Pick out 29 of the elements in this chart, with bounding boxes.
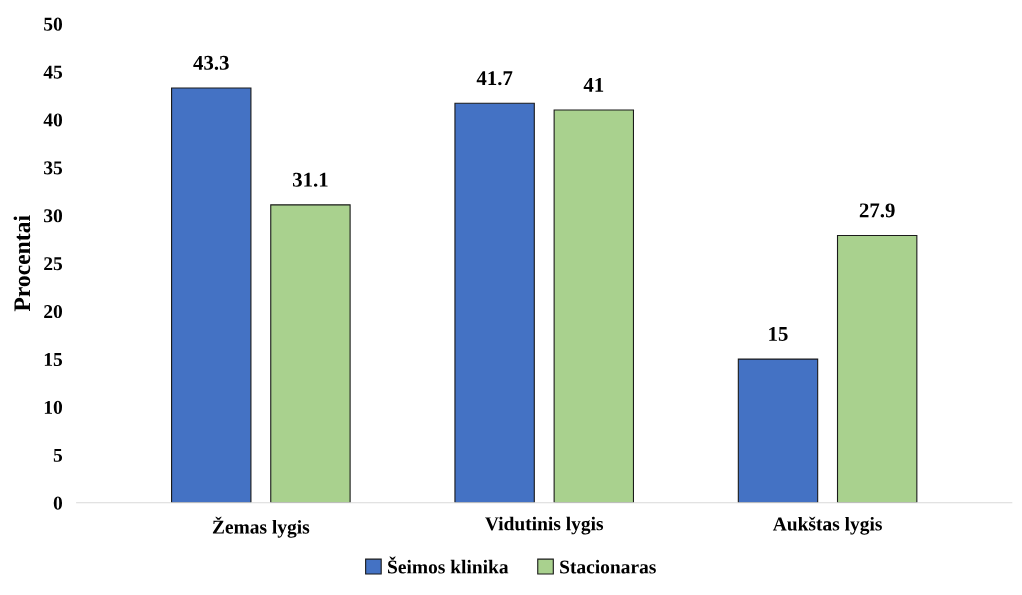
y-tick-label: 20 <box>44 305 63 319</box>
x-tick-label: Žemas lygis <box>212 516 310 538</box>
y-tick-label: 25 <box>44 257 63 271</box>
y-tick-label: 45 <box>43 65 63 79</box>
data-label: 15 <box>769 327 788 341</box>
y-tick-label: 5 <box>53 448 63 462</box>
y-tick-label: 35 <box>44 161 63 175</box>
bar <box>737 358 819 503</box>
y-tick-label: 0 <box>53 496 63 510</box>
bar <box>553 109 635 503</box>
legend-label: Stacionaras <box>560 559 656 574</box>
data-label: 27.9 <box>859 203 895 218</box>
x-tick-label: Vidutinis lygis <box>485 516 604 535</box>
y-tick-label: 50 <box>44 17 63 31</box>
bar <box>171 87 252 503</box>
legend-label: Šeimos klinika <box>388 556 509 574</box>
bar <box>454 102 535 503</box>
data-label: 43.3 <box>193 55 229 70</box>
bar <box>836 234 918 503</box>
y-tick-label: 15 <box>44 352 63 367</box>
y-tick-label: 40 <box>43 113 63 127</box>
y-axis-title: Procentai <box>13 215 31 312</box>
bar <box>270 204 351 503</box>
x-tick-label: Aukštas lygis <box>772 516 882 535</box>
y-tick-label: 10 <box>44 400 63 414</box>
data-label: 41.7 <box>476 71 513 86</box>
y-tick-label: 30 <box>44 209 63 223</box>
data-label: 31.1 <box>292 172 328 187</box>
data-label: 41 <box>583 77 604 92</box>
